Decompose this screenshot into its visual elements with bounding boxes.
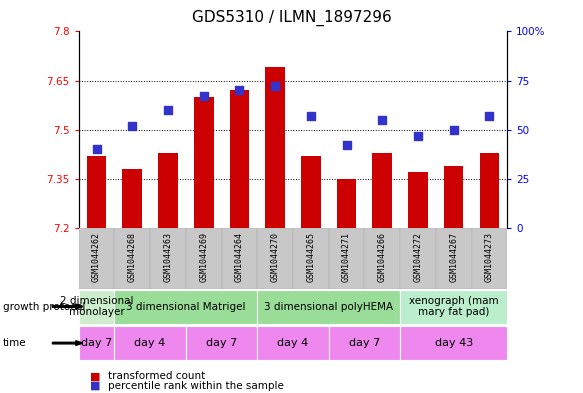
Point	[235, 87, 244, 94]
Point	[163, 107, 173, 113]
Text: GSM1044263: GSM1044263	[163, 232, 173, 282]
Text: GDS5310 / ILMN_1897296: GDS5310 / ILMN_1897296	[192, 10, 391, 26]
Text: 2 dimensional
monolayer: 2 dimensional monolayer	[60, 296, 134, 317]
Bar	[257, 228, 293, 289]
Text: GSM1044266: GSM1044266	[378, 232, 387, 282]
Bar	[472, 228, 507, 289]
Text: GSM1044269: GSM1044269	[199, 232, 208, 282]
Bar	[114, 228, 150, 289]
Bar	[150, 228, 186, 289]
Bar	[400, 228, 436, 289]
Text: GSM1044270: GSM1044270	[271, 232, 280, 282]
Point	[128, 123, 137, 129]
Point	[199, 93, 208, 99]
Text: GSM1044267: GSM1044267	[449, 232, 458, 282]
Bar	[373, 152, 392, 228]
Bar	[436, 228, 472, 289]
Bar	[364, 228, 400, 289]
Text: 3 dimensional polyHEMA: 3 dimensional polyHEMA	[264, 301, 393, 312]
Bar	[337, 179, 356, 228]
Bar	[87, 156, 106, 228]
Text: transformed count: transformed count	[108, 371, 205, 382]
Bar	[194, 97, 213, 228]
Bar	[186, 326, 257, 360]
Bar	[329, 228, 364, 289]
Text: growth protocol: growth protocol	[3, 301, 85, 312]
Bar	[114, 326, 186, 360]
Text: day 43: day 43	[434, 338, 473, 348]
Bar	[122, 169, 142, 228]
Point	[413, 132, 423, 139]
Bar	[79, 326, 114, 360]
Point	[306, 113, 315, 119]
Text: GSM1044264: GSM1044264	[235, 232, 244, 282]
Text: GSM1044262: GSM1044262	[92, 232, 101, 282]
Text: xenograph (mam
mary fat pad): xenograph (mam mary fat pad)	[409, 296, 498, 317]
Text: day 7: day 7	[81, 338, 112, 348]
Text: day 4: day 4	[135, 338, 166, 348]
Text: time: time	[3, 338, 27, 348]
Point	[342, 142, 351, 149]
Bar	[400, 290, 507, 323]
Bar	[114, 290, 257, 323]
Bar	[480, 152, 499, 228]
Bar	[158, 152, 178, 228]
Point	[484, 113, 494, 119]
Bar	[265, 68, 285, 228]
Text: day 4: day 4	[278, 338, 308, 348]
Bar	[293, 228, 329, 289]
Bar	[79, 290, 114, 323]
Text: GSM1044268: GSM1044268	[128, 232, 137, 282]
Point	[449, 127, 458, 133]
Bar	[408, 172, 428, 228]
Point	[378, 117, 387, 123]
Bar	[400, 326, 507, 360]
Bar	[222, 228, 257, 289]
Text: GSM1044273: GSM1044273	[485, 232, 494, 282]
Text: percentile rank within the sample: percentile rank within the sample	[108, 381, 284, 391]
Text: GSM1044271: GSM1044271	[342, 232, 351, 282]
Text: day 7: day 7	[206, 338, 237, 348]
Text: day 7: day 7	[349, 338, 380, 348]
Bar	[257, 290, 400, 323]
Point	[92, 146, 101, 152]
Bar	[257, 326, 329, 360]
Text: GSM1044265: GSM1044265	[306, 232, 315, 282]
Text: ■: ■	[90, 381, 101, 391]
Bar	[79, 228, 114, 289]
Bar	[230, 90, 249, 228]
Text: GSM1044272: GSM1044272	[413, 232, 423, 282]
Point	[271, 83, 280, 90]
Bar	[186, 228, 222, 289]
Text: 3 dimensional Matrigel: 3 dimensional Matrigel	[126, 301, 245, 312]
Text: ■: ■	[90, 371, 101, 382]
Bar	[444, 166, 463, 228]
Bar	[301, 156, 321, 228]
Bar	[329, 326, 400, 360]
